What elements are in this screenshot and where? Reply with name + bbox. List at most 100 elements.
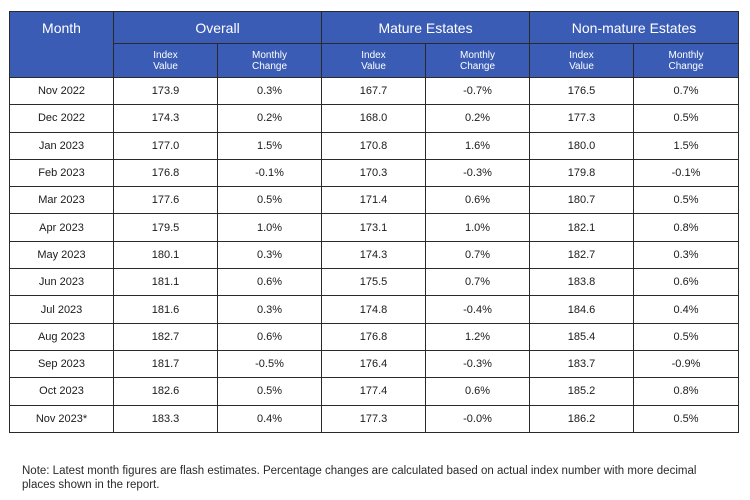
table-row: Dec 2022 174.3 0.2% 168.0 0.2% 177.3 0.5%: [9, 104, 740, 133]
table-row: Nov 2022 173.9 0.3% 167.7 -0.7% 176.5 0.7%: [9, 76, 740, 106]
value-cell: 0.5%: [216, 377, 323, 406]
value-cell: -0.9%: [633, 349, 740, 379]
value-cell: 0.6%: [633, 268, 740, 297]
value-cell: 0.8%: [633, 377, 740, 406]
value-cell: 176.8: [321, 322, 427, 351]
value-cell: 0.5%: [633, 186, 740, 215]
value-cell: 170.8: [321, 131, 427, 160]
value-cell: 173.9: [113, 76, 218, 106]
value-cell: -0.7%: [425, 76, 531, 106]
value-cell: 183.7: [529, 349, 635, 379]
value-cell: -0.3%: [425, 158, 531, 188]
overall-index-value-header: Index Value: [113, 43, 218, 78]
month-cell: Jul 2023: [9, 295, 114, 324]
resale-price-index-table: Month Overall Mature Estates Non-mature …: [9, 11, 740, 433]
value-cell: 176.5: [529, 76, 635, 106]
value-cell: 0.6%: [425, 377, 531, 406]
value-cell: 182.1: [529, 213, 635, 242]
value-cell: 0.3%: [216, 240, 323, 270]
non-mature-monthly-change-header: Monthly Change: [633, 43, 740, 78]
value-cell: 177.3: [529, 104, 635, 133]
table-row: Apr 2023 179.5 1.0% 173.1 1.0% 182.1 0.8%: [9, 213, 740, 242]
value-cell: -0.1%: [633, 158, 740, 188]
value-cell: 1.5%: [633, 131, 740, 160]
value-cell: 0.3%: [216, 295, 323, 324]
month-cell: May 2023: [9, 240, 114, 270]
value-cell: 173.1: [321, 213, 427, 242]
value-cell: 1.0%: [216, 213, 323, 242]
month-cell: Oct 2023: [9, 377, 114, 406]
value-cell: -0.5%: [216, 349, 323, 379]
value-cell: 1.0%: [425, 213, 531, 242]
non-mature-estates-header: Non-mature Estates: [529, 11, 740, 44]
month-cell: Nov 2022: [9, 76, 114, 106]
value-cell: 185.4: [529, 322, 635, 351]
value-cell: 0.2%: [425, 104, 531, 133]
value-cell: 182.6: [113, 377, 218, 406]
table-row: Aug 2023 182.7 0.6% 176.8 1.2% 185.4 0.5%: [9, 322, 740, 351]
value-cell: 181.1: [113, 268, 218, 297]
value-cell: 0.5%: [216, 186, 323, 215]
month-cell: Jan 2023: [9, 131, 114, 160]
value-cell: -0.3%: [425, 349, 531, 379]
value-cell: 186.2: [529, 404, 635, 433]
non-mature-index-value-header: Index Value: [529, 43, 635, 78]
table-row: Nov 2023* 183.3 0.4% 177.3 -0.0% 186.2 0.5%: [9, 404, 740, 433]
footnote: Note: Latest month figures are flash est…: [22, 465, 697, 491]
value-cell: 0.4%: [216, 404, 323, 433]
value-cell: 176.4: [321, 349, 427, 379]
table-row: Jul 2023 181.6 0.3% 174.8 -0.4% 184.6 0.4%: [9, 295, 740, 324]
value-cell: 182.7: [529, 240, 635, 270]
mature-monthly-change-header: Monthly Change: [425, 43, 531, 78]
table-body: Nov 2022 173.9 0.3% 167.7 -0.7% 176.5 0.7% Dec …: [9, 76, 740, 433]
value-cell: 184.6: [529, 295, 635, 324]
value-cell: 175.5: [321, 268, 427, 297]
value-cell: 179.5: [113, 213, 218, 242]
value-cell: -0.1%: [216, 158, 323, 188]
value-cell: 0.6%: [216, 322, 323, 351]
month-cell: Mar 2023: [9, 186, 114, 215]
value-cell: 181.7: [113, 349, 218, 379]
value-cell: 0.6%: [425, 186, 531, 215]
month-cell: Jun 2023: [9, 268, 114, 297]
value-cell: 174.8: [321, 295, 427, 324]
value-cell: 180.0: [529, 131, 635, 160]
table-row: Jun 2023 181.1 0.6% 175.5 0.7% 183.8 0.6%: [9, 268, 740, 297]
value-cell: 0.7%: [633, 76, 740, 106]
value-cell: 180.7: [529, 186, 635, 215]
value-cell: 0.5%: [633, 404, 740, 433]
value-cell: 0.5%: [633, 322, 740, 351]
table-row: Mar 2023 177.6 0.5% 171.4 0.6% 180.7 0.5%: [9, 186, 740, 215]
table-row: Feb 2023 176.8 -0.1% 170.3 -0.3% 179.8 -0.1%: [9, 158, 740, 188]
value-cell: 168.0: [321, 104, 427, 133]
value-cell: 183.3: [113, 404, 218, 433]
value-cell: 1.2%: [425, 322, 531, 351]
mature-index-value-header: Index Value: [321, 43, 427, 78]
month-cell: Sep 2023: [9, 349, 114, 379]
value-cell: 170.3: [321, 158, 427, 188]
value-cell: 1.6%: [425, 131, 531, 160]
month-cell: Nov 2023*: [9, 404, 114, 433]
value-cell: 0.7%: [425, 240, 531, 270]
value-cell: 177.6: [113, 186, 218, 215]
value-cell: 183.8: [529, 268, 635, 297]
value-cell: 176.8: [113, 158, 218, 188]
value-cell: 0.2%: [216, 104, 323, 133]
value-cell: -0.4%: [425, 295, 531, 324]
value-cell: 177.3: [321, 404, 427, 433]
value-cell: 180.1: [113, 240, 218, 270]
value-cell: -0.0%: [425, 404, 531, 433]
overall-monthly-change-header: Monthly Change: [216, 43, 323, 78]
value-cell: 0.3%: [216, 76, 323, 106]
month-cell: Feb 2023: [9, 158, 114, 188]
value-cell: 0.3%: [633, 240, 740, 270]
value-cell: 181.6: [113, 295, 218, 324]
value-cell: 174.3: [321, 240, 427, 270]
table-row: Oct 2023 182.6 0.5% 177.4 0.6% 185.2 0.8%: [9, 377, 740, 406]
value-cell: 177.4: [321, 377, 427, 406]
table-row: Sep 2023 181.7 -0.5% 176.4 -0.3% 183.7 -0.9%: [9, 349, 740, 379]
value-cell: 179.8: [529, 158, 635, 188]
value-cell: 171.4: [321, 186, 427, 215]
value-cell: 1.5%: [216, 131, 323, 160]
month-cell: Aug 2023: [9, 322, 114, 351]
